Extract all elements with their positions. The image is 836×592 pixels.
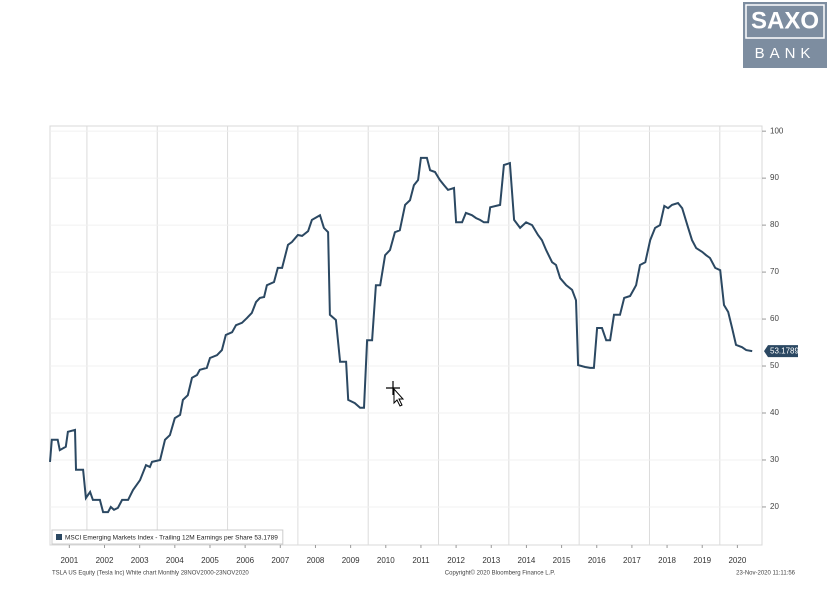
x-tick-label: 2003	[131, 556, 149, 565]
legend-value: 53.1789	[254, 534, 278, 541]
y-tick-label: 60	[770, 314, 779, 323]
footer-center: Copyright© 2020 Bloomberg Finance L.P.	[445, 570, 556, 577]
plot: 20 30 40 50 60 70 80 90 100 2001 2002 2003 2004 2005 2…	[49, 125, 799, 577]
logo-box	[743, 2, 827, 68]
footer-left: TSLA US Equity (Tesla Inc) White chart M…	[52, 571, 249, 577]
y-tick-label: 50	[770, 361, 779, 370]
legend-swatch	[56, 534, 62, 540]
y-tick-label: 40	[770, 408, 779, 417]
last-value-flag	[764, 345, 798, 358]
x-tick-label: 2007	[271, 556, 289, 565]
x-tick-label: 2014	[518, 556, 536, 565]
arrow-cursor	[393, 387, 405, 407]
logo: SAXO BANK	[743, 2, 827, 68]
y-tick-label: 100	[770, 126, 784, 135]
y-tick-label: 30	[770, 455, 779, 464]
y-tick-label: 80	[770, 220, 779, 229]
move-cursor	[386, 381, 400, 395]
y-tick-label: 90	[770, 173, 779, 182]
x-tick-label: 2015	[553, 556, 571, 565]
x-tick-label: 2009	[342, 556, 360, 565]
x-tick-label: 2010	[377, 556, 395, 565]
x-tick-label: 2004	[166, 556, 184, 565]
legend-name: MSCI Emerging Markets Index - Trailing 1…	[65, 534, 253, 541]
x-tick-label: 2017	[623, 556, 641, 565]
x-tick-label: 2016	[588, 556, 606, 565]
x-tick-label: 2012	[447, 556, 465, 565]
x-tick-label: 2011	[412, 556, 430, 565]
logo-top: SAXO	[751, 7, 819, 34]
data-line	[49, 156, 753, 514]
x-tick-label: 2001	[60, 556, 78, 565]
legend-box	[51, 529, 284, 545]
x-tick-label: 2005	[201, 556, 219, 565]
x-tick-label: 2008	[307, 556, 325, 565]
logo-bottom: BANK	[755, 45, 816, 62]
logo-frame	[745, 4, 825, 39]
x-tick-label: 2013	[482, 556, 500, 565]
x-tick-label: 2006	[236, 556, 254, 565]
last-value-label: 53.1789	[770, 347, 799, 356]
plot-frame	[49, 125, 763, 546]
x-tick-label: 2019	[693, 556, 711, 565]
x-tick-label: 2020	[728, 556, 746, 565]
x-tick-label: 2002	[96, 556, 114, 565]
footer-right: 23-Nov-2020 11:11:56	[736, 571, 795, 577]
legend-label: MSCI Emerging Markets Index - Trailing 1…	[65, 534, 278, 541]
y-tick-label: 70	[770, 267, 779, 276]
cursor	[386, 381, 405, 407]
x-tick-label: 2018	[658, 556, 676, 565]
y-tick-label: 20	[770, 502, 779, 511]
